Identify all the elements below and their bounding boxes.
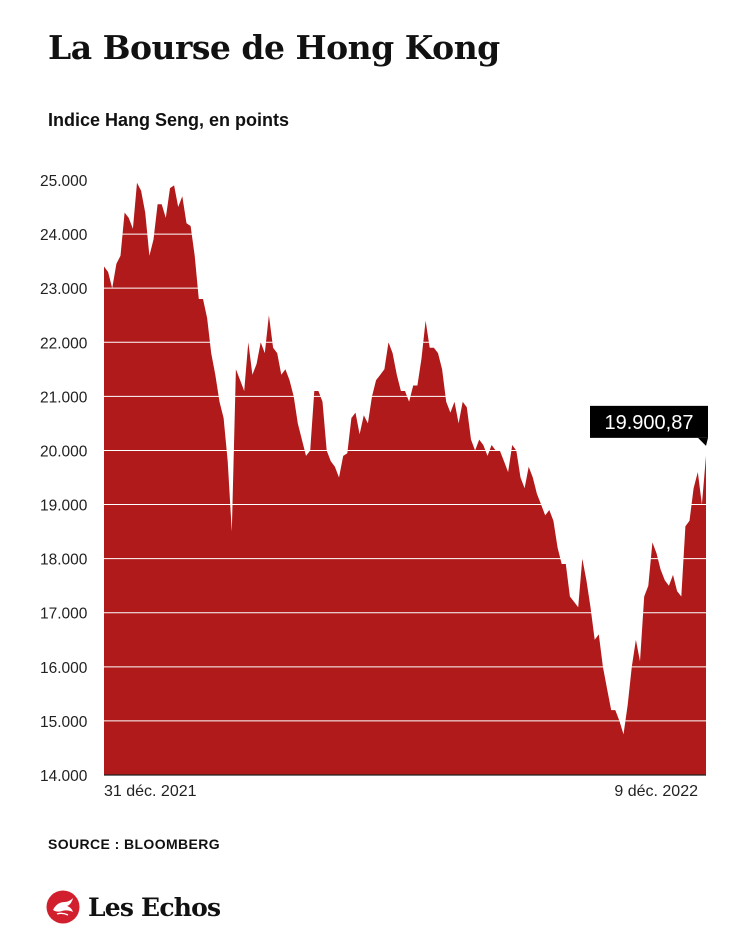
les-echos-seal-icon [46,890,80,924]
end-value-pointer [698,437,708,446]
series-area [104,182,706,775]
y-tick-label: 22.000 [40,335,88,352]
y-tick-label: 19.000 [40,498,88,515]
y-tick-label: 16.000 [40,660,88,677]
y-tick-label: 23.000 [40,281,88,298]
y-tick-label: 14.000 [40,768,88,785]
x-tick-label-start: 31 déc. 2021 [104,783,197,800]
y-tick-label: 21.000 [40,389,88,406]
end-value-label: 19.900,87 [605,412,694,434]
brand-logo: Les Echos [46,889,221,925]
y-tick-label: 18.000 [40,552,88,569]
y-tick-label: 15.000 [40,714,88,731]
x-tick-label-end: 9 déc. 2022 [614,783,698,800]
brand-name: Les Echos [88,892,221,922]
source-note: SOURCE : BLOOMBERG [48,836,221,852]
y-tick-label: 24.000 [40,227,88,244]
chart-title: La Bourse de Hong Kong [48,28,500,67]
y-tick-label: 25.000 [40,173,88,190]
y-tick-label: 17.000 [40,606,88,623]
hang-seng-area-chart: 14.000 15.000 16.000 17.000 18.000 19.000 20.0… [40,173,708,800]
end-value-box [590,405,708,438]
chart-subtitle: Indice Hang Seng, en points [48,110,290,130]
y-tick-label: 20.000 [40,443,88,460]
